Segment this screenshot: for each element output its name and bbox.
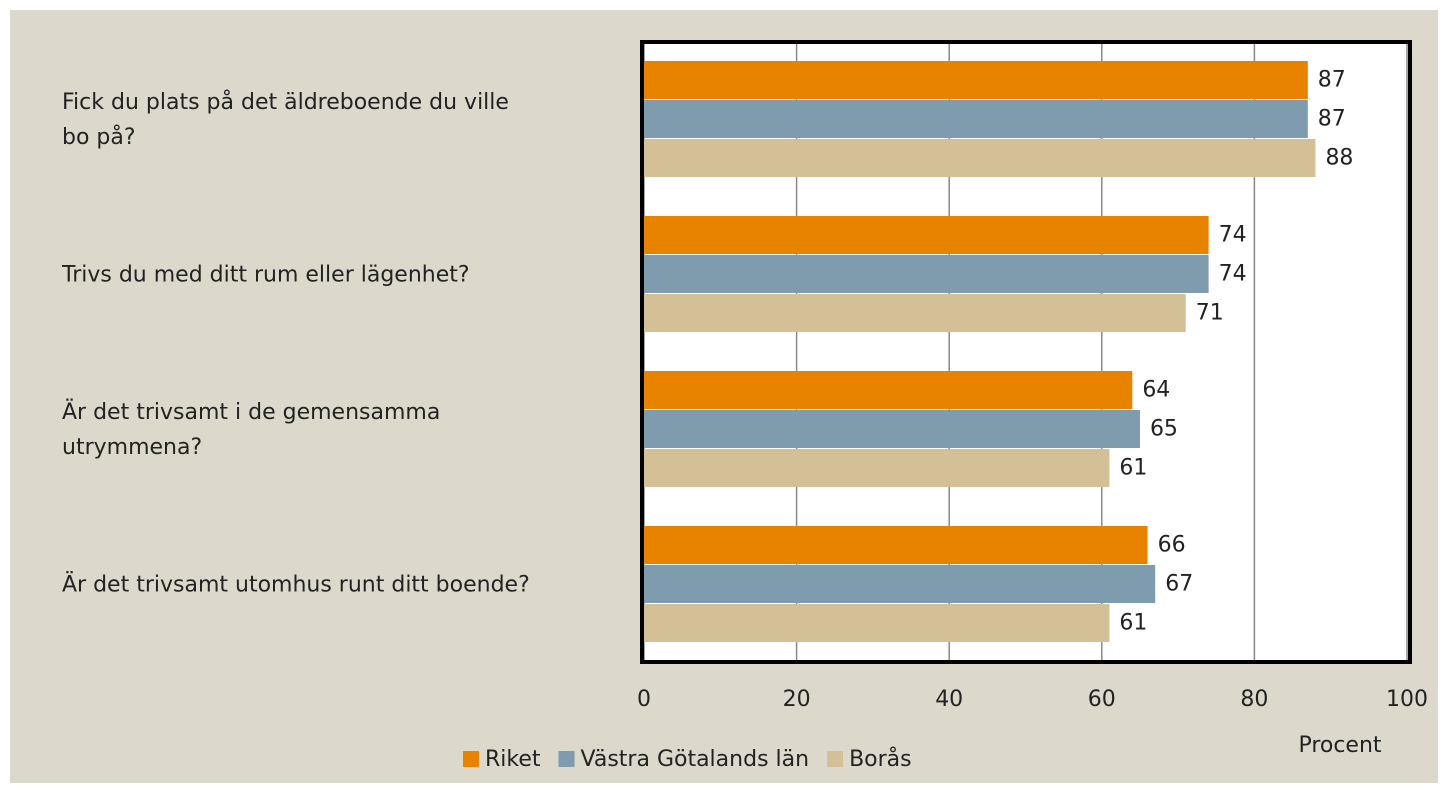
value-label: 88 <box>1325 146 1353 171</box>
value-label: 61 <box>1119 611 1147 636</box>
value-label: 87 <box>1318 68 1346 93</box>
x-tick-label: 0 <box>637 687 651 712</box>
category-label: Fick du plats på det äldreboende du vill… <box>62 89 509 150</box>
legend-swatch <box>558 751 575 767</box>
value-label: 87 <box>1318 107 1346 132</box>
x-tick-label: 60 <box>1088 687 1116 712</box>
bar <box>644 255 1209 293</box>
category-label: Är det trivsamt utomhus runt ditt boende… <box>62 572 530 597</box>
value-label: 65 <box>1150 417 1178 442</box>
x-axis-label: Procent <box>1298 733 1381 758</box>
bar <box>644 526 1148 564</box>
value-label: 74 <box>1219 262 1247 287</box>
bar <box>644 294 1186 332</box>
x-tick-label: 100 <box>1386 687 1428 712</box>
value-label: 61 <box>1119 456 1147 481</box>
legend-swatch <box>463 751 479 767</box>
legend-label: Västra Götalands län <box>581 747 810 772</box>
x-tick-label: 20 <box>783 687 811 712</box>
category-label: Är det trivsamt i de gemensamma utrymmen… <box>62 399 441 460</box>
bar <box>644 371 1133 409</box>
bar <box>644 449 1110 487</box>
value-label: 66 <box>1158 533 1186 558</box>
bar <box>644 410 1140 448</box>
legend-label: Riket <box>485 747 541 772</box>
bar <box>644 100 1308 138</box>
bar <box>644 61 1308 99</box>
bar <box>644 604 1110 642</box>
bar <box>644 565 1156 603</box>
legend-swatch <box>827 751 844 767</box>
legend: Riket Västra Götalands län Borås <box>463 746 912 772</box>
bar <box>644 216 1209 254</box>
value-label: 67 <box>1165 572 1193 597</box>
value-label: 71 <box>1196 301 1224 326</box>
value-label: 74 <box>1219 223 1247 248</box>
x-tick-label: 80 <box>1240 687 1268 712</box>
plot-border <box>640 40 1412 664</box>
bar <box>644 139 1316 177</box>
value-label: 64 <box>1142 378 1170 403</box>
category-label: Trivs du med ditt rum eller lägenhet? <box>62 262 470 287</box>
legend-label: Borås <box>849 746 912 772</box>
x-tick-label: 40 <box>935 687 963 712</box>
